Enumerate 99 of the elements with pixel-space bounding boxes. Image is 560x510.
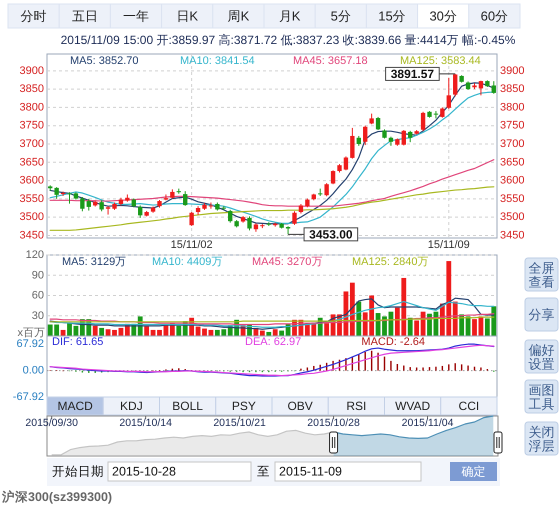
y-tick: 67.92	[16, 338, 44, 350]
y-tick: 3550	[20, 192, 44, 205]
legend-item: MA125: 3583.44	[400, 55, 481, 67]
label: 开始日期	[52, 464, 104, 478]
x-tick: 15/11/02	[170, 239, 213, 251]
y2-tick: 3550	[500, 192, 524, 205]
y2-tick: 3900	[500, 64, 524, 77]
x-tick: 2015/10/21	[213, 417, 266, 429]
y2-tick: 3600	[500, 174, 524, 187]
category-label: 30分	[429, 8, 457, 24]
x-tick: 2015/09/30	[25, 417, 78, 429]
category-label: KDJ	[120, 399, 143, 413]
category-label: 分享	[528, 307, 554, 322]
category-label: 五日	[72, 8, 98, 24]
annotation: 3891.57	[385, 66, 456, 81]
category-label: RSI	[346, 399, 366, 413]
y2-tick: 3800	[500, 101, 524, 114]
category-label: CCI	[458, 399, 480, 413]
y-tick: -67.92	[12, 391, 44, 403]
y-tick: 3650	[20, 156, 44, 168]
tab: 五日	[58, 4, 111, 28]
category-label: 周K	[228, 8, 250, 24]
y-tick: 90	[32, 269, 44, 282]
legend-item: DIF: 61.65	[52, 336, 104, 348]
y2-tick: 3750	[500, 120, 524, 132]
tab: 分时	[8, 4, 60, 28]
legend-item: MA45: 3270万	[252, 256, 322, 268]
tab: PSY	[215, 396, 272, 416]
tab: 日K	[161, 4, 214, 28]
category-label: 5分	[330, 8, 351, 24]
tab: BOLL	[159, 396, 216, 416]
y-tick: 3700	[20, 138, 44, 150]
annotation: 3453.00	[288, 227, 358, 242]
y2-tick: 3650	[500, 156, 524, 168]
tab: 周K	[212, 4, 264, 28]
y-tick: 0.00	[22, 364, 44, 377]
category-label: 月K	[278, 8, 301, 24]
y2-tick: 3450	[500, 229, 524, 242]
tab: RSI	[328, 396, 385, 416]
category-label: 日K	[176, 8, 198, 24]
category-label: BOLL	[172, 399, 204, 413]
legend-item: MA45: 3657.18	[293, 55, 368, 67]
y-tick: 3600	[20, 174, 44, 187]
tab: 15分	[366, 4, 418, 28]
x-tick: 2015/10/28	[307, 417, 360, 429]
y-tick: 120	[26, 249, 44, 261]
legend-item: MACD: -2.64	[361, 336, 425, 348]
tab: WVAD	[384, 396, 442, 416]
tab: 30分	[417, 4, 470, 28]
category-label: OBV	[287, 399, 313, 413]
x-tick: 2015/10/14	[119, 417, 172, 429]
category-label: 60分	[480, 8, 508, 24]
x-tick: 15/11/09	[428, 239, 470, 251]
category-label: MACD	[57, 399, 94, 413]
y-tick: 3750	[20, 120, 44, 132]
y2-tick: 3500	[500, 211, 524, 224]
y-tick: 3450	[20, 229, 44, 242]
input: 2015-11-09	[274, 462, 422, 482]
y-label: x百万	[18, 327, 45, 339]
tab: OBV	[272, 396, 329, 416]
annotation: 3453.00	[309, 227, 353, 242]
y-tick: 30	[32, 310, 44, 322]
button: 关闭浮层	[524, 422, 558, 456]
y-tick: 3800	[20, 101, 44, 114]
category-label: WVAD	[395, 399, 431, 413]
input: 2015-10-28	[108, 462, 252, 482]
tab: 一年	[110, 4, 162, 28]
tab: KDJ	[102, 396, 160, 416]
annotation: 3891.57	[390, 66, 434, 81]
y-tick: 3850	[20, 83, 44, 96]
legend-item: DEA: 62.97	[245, 336, 302, 348]
legend-item: MA5: 3129万	[62, 256, 126, 268]
tab: MACD	[46, 396, 104, 416]
legend-item: MA10: 4409万	[152, 256, 222, 268]
x-tick: 2015/11/04	[402, 417, 454, 429]
button: 分享	[524, 298, 558, 332]
y-tick: 3500	[20, 211, 44, 224]
legend-item: MA125: 2840万	[352, 256, 428, 268]
button: 偏好设置	[524, 340, 558, 374]
category-label: 分时	[20, 8, 47, 24]
button: 画图工具	[524, 380, 558, 414]
category-label: PSY	[232, 399, 256, 413]
category-label: 15分	[378, 8, 406, 24]
button: 确定	[450, 462, 497, 481]
y-tick: 60	[32, 290, 44, 302]
legend-item: MA5: 3852.70	[70, 55, 138, 67]
y-tick: 3900	[20, 64, 44, 77]
title: 2015/11/09 15:00 开:3859.97 高:3871.72 低:3837.23 收:3839.66 量:4414万 幅:-0.45%	[60, 33, 516, 47]
tab: 60分	[468, 4, 520, 28]
y2-tick: 3700	[500, 138, 524, 150]
tab: CCI	[440, 396, 498, 416]
tab: 5分	[314, 4, 367, 28]
y2-tick: 3850	[500, 83, 524, 96]
category-label: 一年	[123, 8, 149, 24]
tab: 月K	[264, 4, 316, 28]
caption: 沪深300(sz399300)	[2, 490, 112, 504]
label: 至	[257, 464, 270, 478]
legend-item: MA10: 3841.54	[180, 55, 255, 67]
button: 全屏查看	[524, 258, 558, 292]
